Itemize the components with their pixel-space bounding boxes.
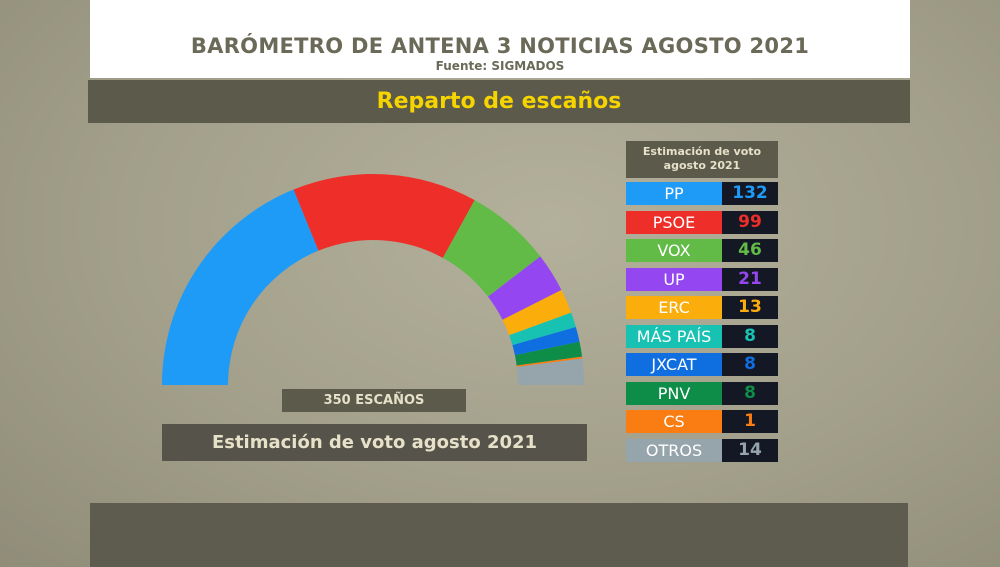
- party-name: JXCAT: [626, 353, 722, 376]
- party-name: ERC: [626, 296, 722, 319]
- seat-arc-cs: [516, 356, 583, 367]
- party-name: CS: [626, 410, 722, 433]
- table-row: CS 1: [626, 410, 778, 433]
- table-row: ERC 13: [626, 296, 778, 319]
- party-name: UP: [626, 267, 722, 291]
- table-row: PP 132: [626, 182, 778, 205]
- party-seats: 8: [722, 324, 778, 348]
- party-name: OTROS: [626, 438, 722, 462]
- table-row: PSOE 99: [626, 210, 778, 234]
- party-seats: 8: [722, 353, 778, 376]
- source-label: Fuente: SIGMADOS: [435, 59, 565, 73]
- party-seats: 8: [722, 381, 778, 405]
- seat-arc-pnv: [514, 341, 583, 366]
- party-name: PP: [626, 182, 722, 205]
- seat-arc-psoe: [293, 173, 475, 258]
- table-header: Estimación de voto agosto 2021: [626, 141, 778, 178]
- party-name: PSOE: [626, 210, 722, 234]
- seat-arc-erc: [502, 290, 572, 336]
- bottom-bar: [90, 503, 908, 567]
- table-row: UP 21: [626, 267, 778, 291]
- header: BARÓMETRO DE ANTENA 3 NOTICIAS AGOSTO 20…: [90, 0, 910, 78]
- seat-arc-pp: [162, 189, 319, 385]
- party-seats: 46: [722, 239, 778, 262]
- seat-arc-jxcat: [512, 327, 580, 356]
- seat-arc-vox: [442, 200, 541, 297]
- table-row: MÁS PAÍS 8: [626, 324, 778, 348]
- table-row: VOX 46: [626, 239, 778, 262]
- party-name: MÁS PAÍS: [626, 324, 722, 348]
- party-seats: 13: [722, 296, 778, 319]
- party-seats: 1: [722, 410, 778, 433]
- seat-arc-más-país: [509, 312, 576, 346]
- table-row: PNV 8: [626, 381, 778, 405]
- party-seats: 14: [722, 438, 778, 462]
- party-seats: 132: [722, 182, 778, 205]
- seat-arc-up: [487, 256, 562, 320]
- party-seats: 21: [722, 267, 778, 291]
- party-name: VOX: [626, 239, 722, 262]
- subtitle-bar: Reparto de escaños: [88, 80, 910, 123]
- chart-caption: Estimación de voto agosto 2021: [162, 424, 587, 461]
- party-name: PNV: [626, 381, 722, 405]
- table-row: OTROS 14: [626, 438, 778, 462]
- page-title: BARÓMETRO DE ANTENA 3 NOTICIAS AGOSTO 20…: [190, 34, 810, 58]
- total-seats-label: 350 ESCAÑOS: [282, 389, 466, 412]
- table-row: JXCAT 8: [626, 353, 778, 376]
- party-seats: 99: [722, 210, 778, 234]
- subtitle: Reparto de escaños: [376, 89, 622, 114]
- seat-arc-otros: [516, 358, 584, 385]
